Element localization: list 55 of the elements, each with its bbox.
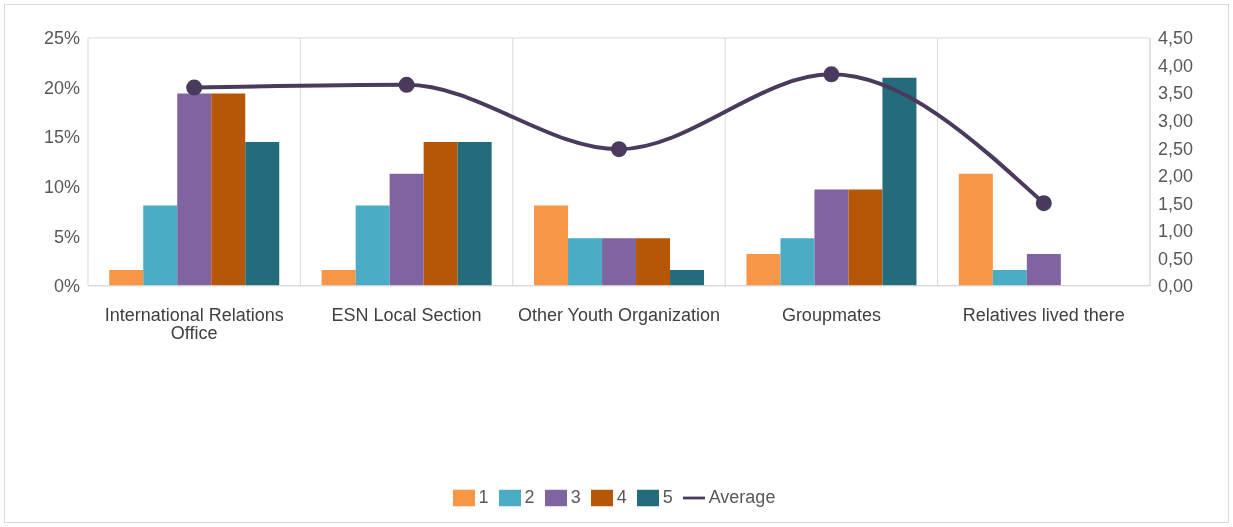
bar [780,238,815,286]
y2-tick-label: 4,00 [1158,55,1194,76]
bar [746,254,781,286]
bar [814,189,849,286]
y-tick-label: 5% [53,226,80,247]
bar [848,189,883,286]
y2-tick-label: 2,00 [1158,166,1194,187]
bar [670,269,705,286]
legend-label: Average [708,486,776,507]
y2-tick-label: 0,50 [1158,248,1194,269]
bar [534,205,569,286]
bar [602,238,637,286]
legend-label: 4 [616,486,627,507]
y2-tick-label: 0,00 [1158,276,1194,297]
y-tick-label: 0% [53,276,80,297]
x-tick-label: Other Youth Organization [517,304,721,325]
bar [211,93,246,286]
y-tick-label: 20% [43,77,80,98]
legend-label: 3 [570,486,581,507]
bar [992,269,1027,286]
y2-tick-label: 1,00 [1158,221,1194,242]
bar [882,77,917,286]
y-tick-label: 25% [43,28,80,49]
y2-tick-label: 3,00 [1158,110,1194,131]
point [398,76,415,93]
bar [1026,254,1061,286]
point [611,141,627,158]
y2-tick-label: 4,50 [1158,28,1194,49]
x-tick-label: Groupmates [781,304,881,325]
x-tick-label: Relatives lived there [962,304,1125,325]
x-tick-label: ESN Local Section [331,304,482,325]
legend-label: 2 [524,486,535,507]
bar [389,173,424,286]
bar [423,142,458,286]
bar [568,238,603,286]
legend-label: 1 [478,486,489,507]
y2-tick-label: 3,50 [1158,83,1194,104]
legend-label: 5 [662,486,673,507]
bar [355,205,390,286]
bar [177,93,212,286]
bar [636,238,671,286]
bar [321,269,356,286]
bar [958,173,993,286]
point [1035,195,1052,212]
bar [109,269,144,286]
point [186,79,203,96]
y2-tick-label: 2,50 [1158,138,1194,159]
bar [245,142,280,286]
point [823,66,840,83]
y2-tick-label: 1,50 [1158,193,1194,214]
y-tick-label: 15% [43,127,80,148]
y-tick-label: 10% [43,177,80,198]
bar [457,142,492,286]
bar [143,205,178,286]
x-tick-label: International Relations Office [104,304,284,343]
